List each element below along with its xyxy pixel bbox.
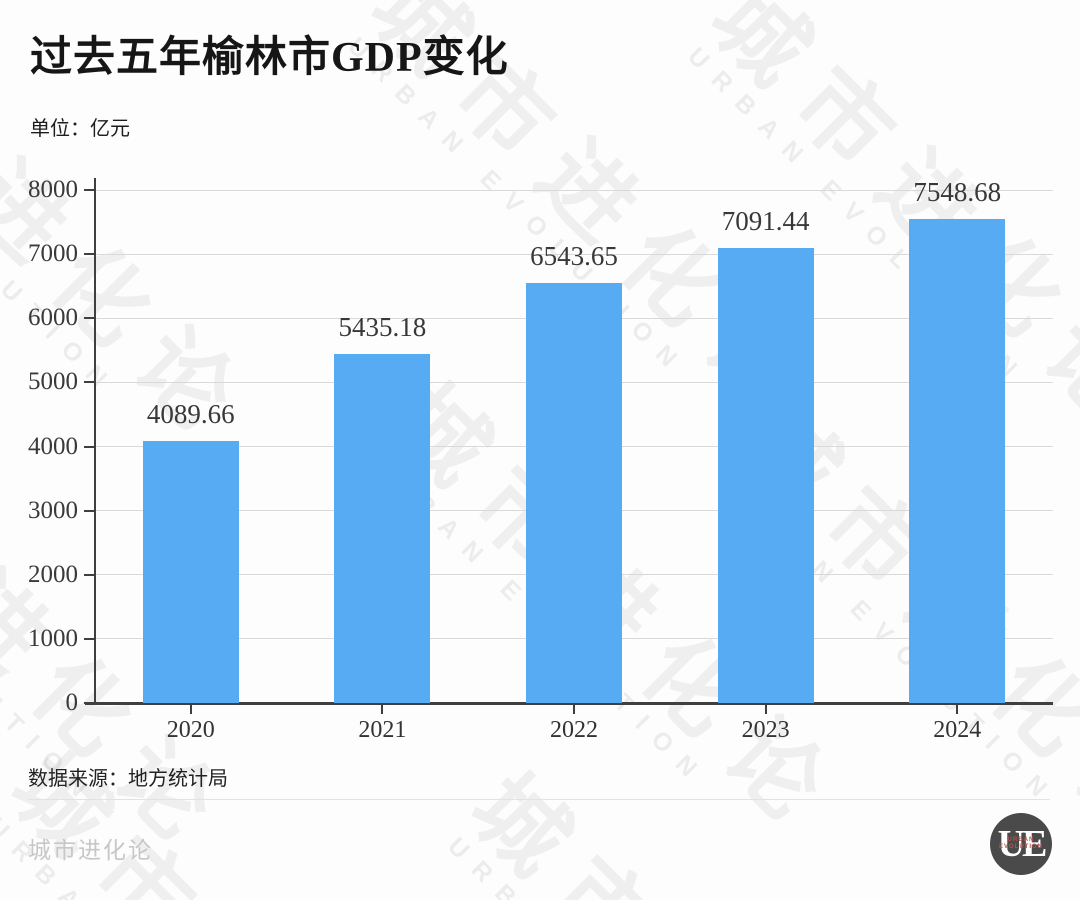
bar-2024 [909,218,1006,703]
unit-label: 单位：亿元 [30,118,130,140]
x-axis-label-2022: 2022 [550,717,598,743]
bar-2020 [142,440,239,703]
bar-2023 [717,248,814,703]
x-axis-tick-2021 [381,705,384,714]
page-title: 过去五年榆林市GDP变化 [30,35,509,81]
x-axis-tick-2022 [573,705,575,714]
bar-2021 [334,354,431,703]
x-axis-tick-2024 [956,705,959,714]
bar-value-label-2021: 5435.18 [338,312,427,343]
y-axis-label-3000: 3000 [28,496,78,524]
logo-ue-text: UE [997,823,1048,865]
x-axis-label-2024: 2024 [933,717,982,743]
bar-value-label-2023: 7091.44 [721,206,810,237]
y-axis-line [94,178,96,705]
y-axis-tick-5000 [84,381,94,384]
x-axis-label-2021: 2021 [358,717,407,743]
x-axis-line [85,702,1053,705]
x-axis-tick-2023 [764,705,767,714]
gridline-7000 [95,253,1053,255]
brand-logo: UE URBAN EVOLUTION [990,813,1052,875]
y-axis-label-8000: 8000 [28,176,78,203]
y-axis-tick-2000 [84,573,94,576]
gridline-8000 [95,189,1053,191]
bar-2022 [526,283,622,703]
y-axis-label-7000: 7000 [28,240,78,268]
y-axis-tick-1000 [84,637,94,640]
bar-value-label-2024: 7548.68 [913,176,1002,207]
y-axis-label-0: 0 [65,689,79,716]
y-axis-label-5000: 5000 [28,368,78,396]
y-axis-label-1000: 1000 [28,624,78,652]
bar-value-label-2022: 6543.65 [530,241,618,272]
x-axis-label-2020: 2020 [166,717,215,743]
logo-subtext: URBAN EVOLUTION [998,837,1043,850]
y-axis-tick-8000 [84,189,94,191]
source-note: 数据来源：地方统计局 [28,768,228,790]
y-axis-tick-7000 [84,253,94,256]
y-axis-tick-3000 [84,509,94,512]
y-axis-label-2000: 2000 [28,560,78,588]
y-axis-tick-4000 [84,445,94,448]
y-axis-label-6000: 6000 [28,304,78,332]
brand-name: 城市进化论 [28,837,153,863]
bar-value-label-2020: 4089.66 [146,398,235,429]
x-axis-label-2023: 2023 [741,717,790,743]
y-axis-label-4000: 4000 [28,432,78,460]
footer-divider [28,799,1050,800]
y-axis-tick-0 [84,702,94,704]
y-axis-tick-6000 [84,317,94,320]
x-axis-tick-2020 [189,705,192,714]
